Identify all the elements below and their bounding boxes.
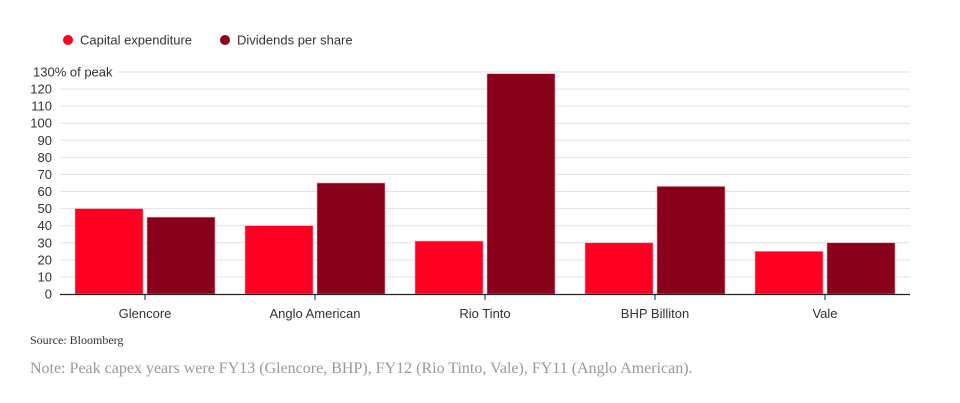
bar-bhp-billiton-capex xyxy=(584,242,654,295)
bar-anglo-american-dividends xyxy=(316,182,386,295)
legend: Capital expenditure Dividends per share xyxy=(63,33,353,48)
y-tick-label: 30 xyxy=(38,235,52,250)
bar-vale-dividends xyxy=(826,242,896,295)
x-tick-label: Glencore xyxy=(119,306,172,321)
y-tick-label: 40 xyxy=(38,218,52,233)
y-tick-label: 130% of peak xyxy=(33,65,113,80)
x-axis: Glencore Anglo American Rio Tinto BHP Billi… xyxy=(60,293,910,321)
x-tick-label: Rio Tinto xyxy=(459,306,510,321)
y-tick-label: 20 xyxy=(38,252,52,267)
legend-label-0: Capital expenditure xyxy=(80,33,192,48)
y-tick-label: 10 xyxy=(38,269,52,284)
legend-marker-0 xyxy=(63,35,73,45)
x-tick-label: Anglo American xyxy=(269,306,360,321)
y-tick-label: 90 xyxy=(38,133,52,148)
y-tick-label: 0 xyxy=(45,287,52,302)
y-tick-label: 50 xyxy=(38,201,52,216)
bars xyxy=(74,73,896,295)
bar-rio-tinto-capex xyxy=(414,240,484,295)
note-text: Note: Peak capex years were FY13 (Glenco… xyxy=(30,360,693,377)
x-tick-label: BHP Billiton xyxy=(621,306,689,321)
bar-bhp-billiton-dividends xyxy=(656,186,726,295)
bar-glencore-capex xyxy=(74,208,144,295)
y-tick-label: 100 xyxy=(30,116,52,131)
source-text: Source: Bloomberg xyxy=(30,333,123,347)
legend-label-1: Dividends per share xyxy=(237,33,353,48)
bar-rio-tinto-dividends xyxy=(486,73,556,295)
y-tick-label: 80 xyxy=(38,150,52,165)
bar-anglo-american-capex xyxy=(244,225,314,295)
x-tick-label: Vale xyxy=(812,306,837,321)
bar-glencore-dividends xyxy=(146,216,216,295)
y-tick-label: 70 xyxy=(38,167,52,182)
bar-vale-capex xyxy=(754,251,824,295)
y-tick-label: 60 xyxy=(38,184,52,199)
y-tick-label: 120 xyxy=(30,82,52,97)
y-tick-label: 110 xyxy=(31,99,52,114)
gridlines: 0 10 20 30 40 50 60 70 80 90 100 110 120 130% of peak xyxy=(30,65,910,302)
legend-marker-1 xyxy=(220,35,230,45)
